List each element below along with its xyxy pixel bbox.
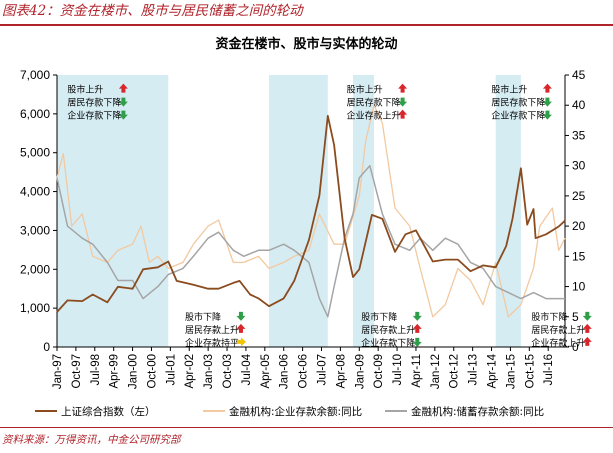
annotation-5-arrow-down-icon bbox=[542, 97, 552, 107]
shaded-period-4 bbox=[495, 75, 521, 347]
left-tick-label: 6,000 bbox=[20, 107, 50, 121]
x-tick-label: Jan-15 bbox=[505, 354, 517, 389]
annotation-3-line: 股市上升 bbox=[347, 84, 383, 96]
right-tick-label: 15 bbox=[572, 249, 586, 263]
x-tick-label: Jan-03 bbox=[203, 354, 215, 389]
annotation-2-line: 企业存款持平 bbox=[185, 337, 239, 349]
x-tick-label: Jan-12 bbox=[430, 354, 442, 389]
x-tick-label: Oct-09 bbox=[373, 354, 385, 389]
right-tick-label: 20 bbox=[572, 219, 586, 233]
x-tick-label: Jul-98 bbox=[90, 354, 102, 385]
x-tick-label: Jul-16 bbox=[543, 354, 555, 385]
x-tick-label: Jul-10 bbox=[392, 354, 404, 385]
annotation-5-arrow-up-icon bbox=[542, 83, 552, 93]
annotation-3-arrow-up-icon bbox=[398, 109, 408, 119]
left-tick-label: 2,000 bbox=[20, 262, 50, 276]
annotation-3-arrow-down-icon bbox=[398, 97, 408, 107]
annotation-4-arrow-down-icon bbox=[412, 337, 422, 347]
annotation-1-line: 居民存款下降 bbox=[67, 97, 121, 109]
x-tick-label: Jul-04 bbox=[241, 353, 253, 385]
annotation-6-arrow-up-icon bbox=[582, 323, 592, 333]
right-tick-label: 30 bbox=[572, 159, 586, 173]
annotation-1-arrow-down-icon bbox=[118, 110, 128, 120]
annotation-6-arrow-up-icon bbox=[582, 336, 592, 346]
right-tick-label: 45 bbox=[572, 68, 586, 82]
figure-title: 图表42：资金在楼市、股市与居民储蓄之间的轮动 bbox=[2, 3, 303, 19]
annotation-5-line: 企业存款下降 bbox=[491, 110, 545, 122]
x-tick-label: Jan-97 bbox=[52, 354, 64, 389]
x-tick-label: Apr-99 bbox=[109, 354, 121, 389]
x-tick-label: Oct-00 bbox=[146, 354, 158, 389]
left-tick-label: 1,000 bbox=[20, 301, 50, 315]
annotation-2-arrow-down-icon bbox=[236, 311, 246, 321]
series-household-savings-yoy bbox=[56, 164, 565, 318]
bottom-rule bbox=[0, 427, 613, 428]
right-tick-label: 40 bbox=[572, 98, 586, 112]
right-tick-label: 35 bbox=[572, 128, 586, 142]
right-tick-label: 0 bbox=[572, 340, 579, 354]
annotation-6-line: 企业存款上升 bbox=[531, 337, 585, 349]
annotation-2-arrow-up-icon bbox=[236, 323, 246, 333]
shaded-period-3 bbox=[352, 75, 374, 347]
right-tick-label: 5 bbox=[572, 310, 579, 324]
title-rule bbox=[0, 24, 613, 26]
annotation-4-arrow-up-icon bbox=[412, 323, 422, 333]
x-tick-label: Jan-00 bbox=[128, 354, 140, 389]
annotation-3-line: 居民存款下降 bbox=[347, 97, 401, 109]
annotation-1-line: 股市上升 bbox=[67, 84, 103, 96]
series-corporate-deposit-yoy bbox=[56, 104, 566, 318]
x-tick-label: Oct-97 bbox=[71, 354, 83, 389]
x-tick-label: Oct-12 bbox=[449, 354, 461, 389]
annotation-3-line: 企业存款上升 bbox=[347, 110, 401, 122]
annotation-2-arrow-flat-icon bbox=[236, 337, 246, 347]
x-tick-label: Apr-11 bbox=[411, 354, 423, 388]
x-tick-label: Apr-05 bbox=[260, 354, 272, 389]
annotation-1-arrow-down-icon bbox=[118, 97, 128, 107]
legend-label-3: 金融机构:储蓄存款余额:同比 bbox=[411, 405, 544, 418]
x-tick-label: Jan-09 bbox=[354, 354, 366, 389]
left-tick-label: 4,000 bbox=[20, 185, 50, 199]
x-tick-label: Apr-08 bbox=[335, 354, 347, 389]
annotation-5-arrow-down-icon bbox=[542, 110, 552, 120]
annotation-6-line: 居民存款上升 bbox=[531, 324, 585, 336]
x-tick-label: Jul-13 bbox=[468, 354, 480, 385]
x-tick-label: Oct-15 bbox=[524, 354, 536, 389]
left-tick-label: 3,000 bbox=[20, 223, 50, 237]
annotation-5-line: 居民存款下降 bbox=[491, 97, 545, 109]
x-tick-label: Oct-06 bbox=[298, 354, 310, 389]
annotation-6-line: 股市下降 bbox=[531, 311, 567, 323]
annotation-2-line: 居民存款上升 bbox=[185, 324, 239, 336]
x-tick-label: Apr-02 bbox=[184, 354, 196, 389]
left-tick-label: 5,000 bbox=[20, 146, 50, 160]
x-tick-label: Jan-06 bbox=[279, 354, 291, 389]
annotation-4-arrow-down-icon bbox=[412, 311, 422, 321]
left-tick-label: 0 bbox=[43, 340, 50, 354]
annotation-1-arrow-up-icon bbox=[118, 83, 128, 93]
source-note: 资料来源：万得资讯，中金公司研究部 bbox=[2, 434, 181, 446]
x-tick-label: Apr-14 bbox=[487, 353, 499, 388]
legend-label-2: 金融机构:企业存款余额:同比 bbox=[229, 405, 362, 418]
annotation-6-arrow-down-icon bbox=[582, 311, 592, 321]
annotation-2-line: 股市下降 bbox=[185, 311, 221, 323]
x-tick-label: Jul-07 bbox=[316, 354, 328, 385]
x-tick-label: Jul-01 bbox=[165, 354, 177, 385]
series-shanghai-composite bbox=[56, 114, 566, 313]
annotation-5-line: 股市上升 bbox=[491, 84, 527, 96]
annotation-1-line: 企业存款下降 bbox=[67, 110, 121, 122]
annotation-3-arrow-up-icon bbox=[398, 83, 408, 93]
chart-title: 资金在楼市、股市与实体的轮动 bbox=[215, 37, 398, 52]
shaded-period-2 bbox=[269, 75, 328, 347]
right-tick-label: 25 bbox=[572, 189, 586, 203]
annotation-4-line: 企业存款下降 bbox=[361, 337, 415, 349]
annotation-4-line: 居民存款上升 bbox=[361, 324, 415, 336]
annotation-4-line: 股市下降 bbox=[361, 311, 397, 323]
x-tick-label: Oct-03 bbox=[222, 354, 234, 389]
left-tick-label: 7,000 bbox=[20, 68, 50, 82]
right-tick-label: 10 bbox=[572, 280, 586, 294]
legend-label-1: 上证综合指数（左） bbox=[61, 405, 156, 418]
